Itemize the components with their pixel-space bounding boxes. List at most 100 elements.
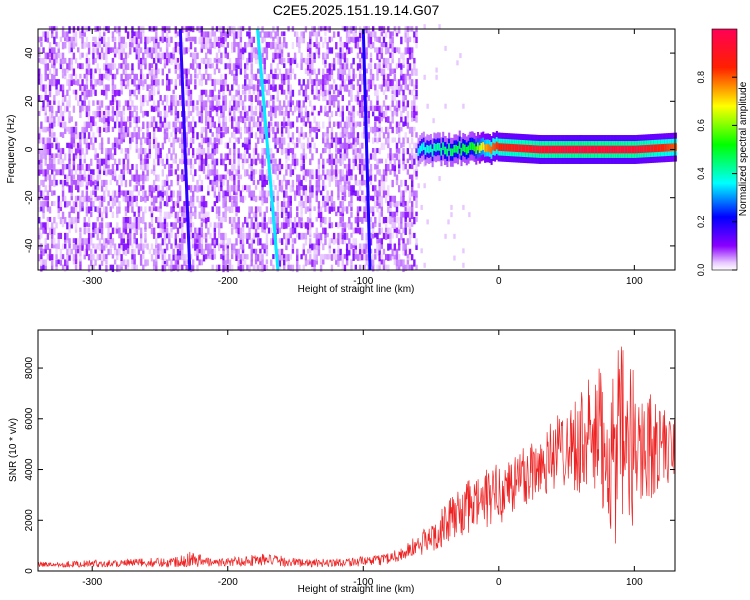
spectrogram-cell [239,153,243,160]
spectrogram-cell [107,42,110,47]
spectrogram-cell [296,264,299,273]
spectrogram-cell [384,57,388,64]
spectrogram-cell [356,148,360,153]
spectrogram-cell [202,206,206,214]
spectrogram-cell [109,222,112,228]
spectrogram-cell [72,126,76,133]
spectrogram-cell [391,201,394,207]
spectrogram-cell [276,47,279,52]
spectrogram-cell [148,95,151,102]
spectrogram-cell [345,84,349,92]
spectrogram-cell [209,169,212,176]
spectrogram-cell [350,110,353,116]
spectrogram-cell [178,264,182,270]
spectrogram-cell [298,36,301,42]
spectrogram-cell [187,100,191,107]
spectrogram-cell [191,243,195,249]
spectrogram-cell [280,121,284,127]
spectrogram-cell [361,57,364,66]
spectrogram-cell [389,211,392,217]
spectrogram-cell [168,36,171,44]
spectrogram-cell [283,116,286,123]
spectrogram-cell [94,153,97,161]
spectrogram-cell [309,158,312,166]
spectrogram-cell [215,42,219,47]
spectrogram-cell [139,142,143,150]
spectrogram-cell [87,222,91,228]
spectrogram-cell [402,79,405,85]
spectrogram-cell [280,126,284,134]
spectrogram-cell [105,158,108,164]
spectrogram-cell [254,148,258,155]
spectrogram-cell [215,222,219,229]
spectrogram-cell [96,126,99,133]
spectrogram-cell [189,216,193,224]
spectrogram-cell [42,211,45,219]
spectrogram-cell [354,238,358,246]
spectrogram-cell [159,47,162,52]
spectrogram-cell [348,216,351,224]
spectrogram-cell [365,47,368,55]
spectrogram-cell [276,195,279,201]
spectrogram-cell [176,179,180,186]
spectrogram-cell [113,148,117,156]
spectrogram-cell [70,142,73,149]
spectrogram-cell [298,222,301,228]
spectrogram-cell [311,84,314,92]
spectrogram-cell [250,57,253,63]
spectrogram-cell [378,248,381,255]
spectrogram-cell [51,227,54,235]
spectrogram-cell [165,158,169,165]
spectrogram-cell [165,84,169,91]
spectrogram-cell [109,248,112,255]
spectrogram-cell [382,190,386,198]
spectrogram-cell [92,57,95,65]
spectrogram-cell [313,52,316,59]
spectrogram-cell [48,137,52,144]
spectrogram-cell [468,212,471,218]
spectrogram-cell [157,142,160,148]
signal-cell [608,145,611,154]
spectrogram-cell [222,95,225,101]
spectrogram-cell [400,84,403,92]
spectrogram-cell [107,68,110,74]
spectrogram-cell [400,52,403,59]
spectrogram-cell [122,222,125,229]
spectrogram-cell [64,163,67,170]
spectrogram-cell [122,36,125,44]
spectrogram-cell [257,100,260,106]
spectrogram-cell [183,68,186,75]
spectrogram-cell [324,110,327,117]
spectrogram-cell [317,238,321,246]
signal-cell [637,145,640,154]
spectrogram-cell [254,216,258,222]
spectrogram-cell [163,227,167,233]
spectrogram-cell [410,47,414,53]
spectrogram-cell [387,63,390,71]
spectrogram-cell [148,52,151,58]
spectrogram-cell [90,201,93,207]
spectrogram-cell [382,110,386,119]
spectrogram-cell [350,63,353,69]
spectrogram-cell [120,179,123,187]
spectrogram-cell [57,121,60,127]
spectrogram-cell [389,232,392,239]
spectrogram-cell [94,89,97,96]
spectrogram-cell [77,26,80,31]
spectrogram-cell [122,116,125,122]
spectrogram-cell [178,222,182,229]
spectrogram-cell [300,126,303,134]
spectrogram-cell [144,95,147,102]
spectrogram-cell [300,52,303,60]
spectrogram-cell [129,179,132,187]
spectrogram-cell [324,206,327,212]
spectrogram-cell [131,79,134,85]
spectrogram-cell [250,110,253,116]
spectrogram-cell [152,105,156,113]
spectrogram-cell [83,238,86,245]
spectrogram-cell [274,105,277,112]
spectrogram-cell [217,47,221,53]
spectrogram-cell [40,42,43,47]
spectrogram-cell [55,264,58,271]
spectrogram-cell [135,142,138,150]
